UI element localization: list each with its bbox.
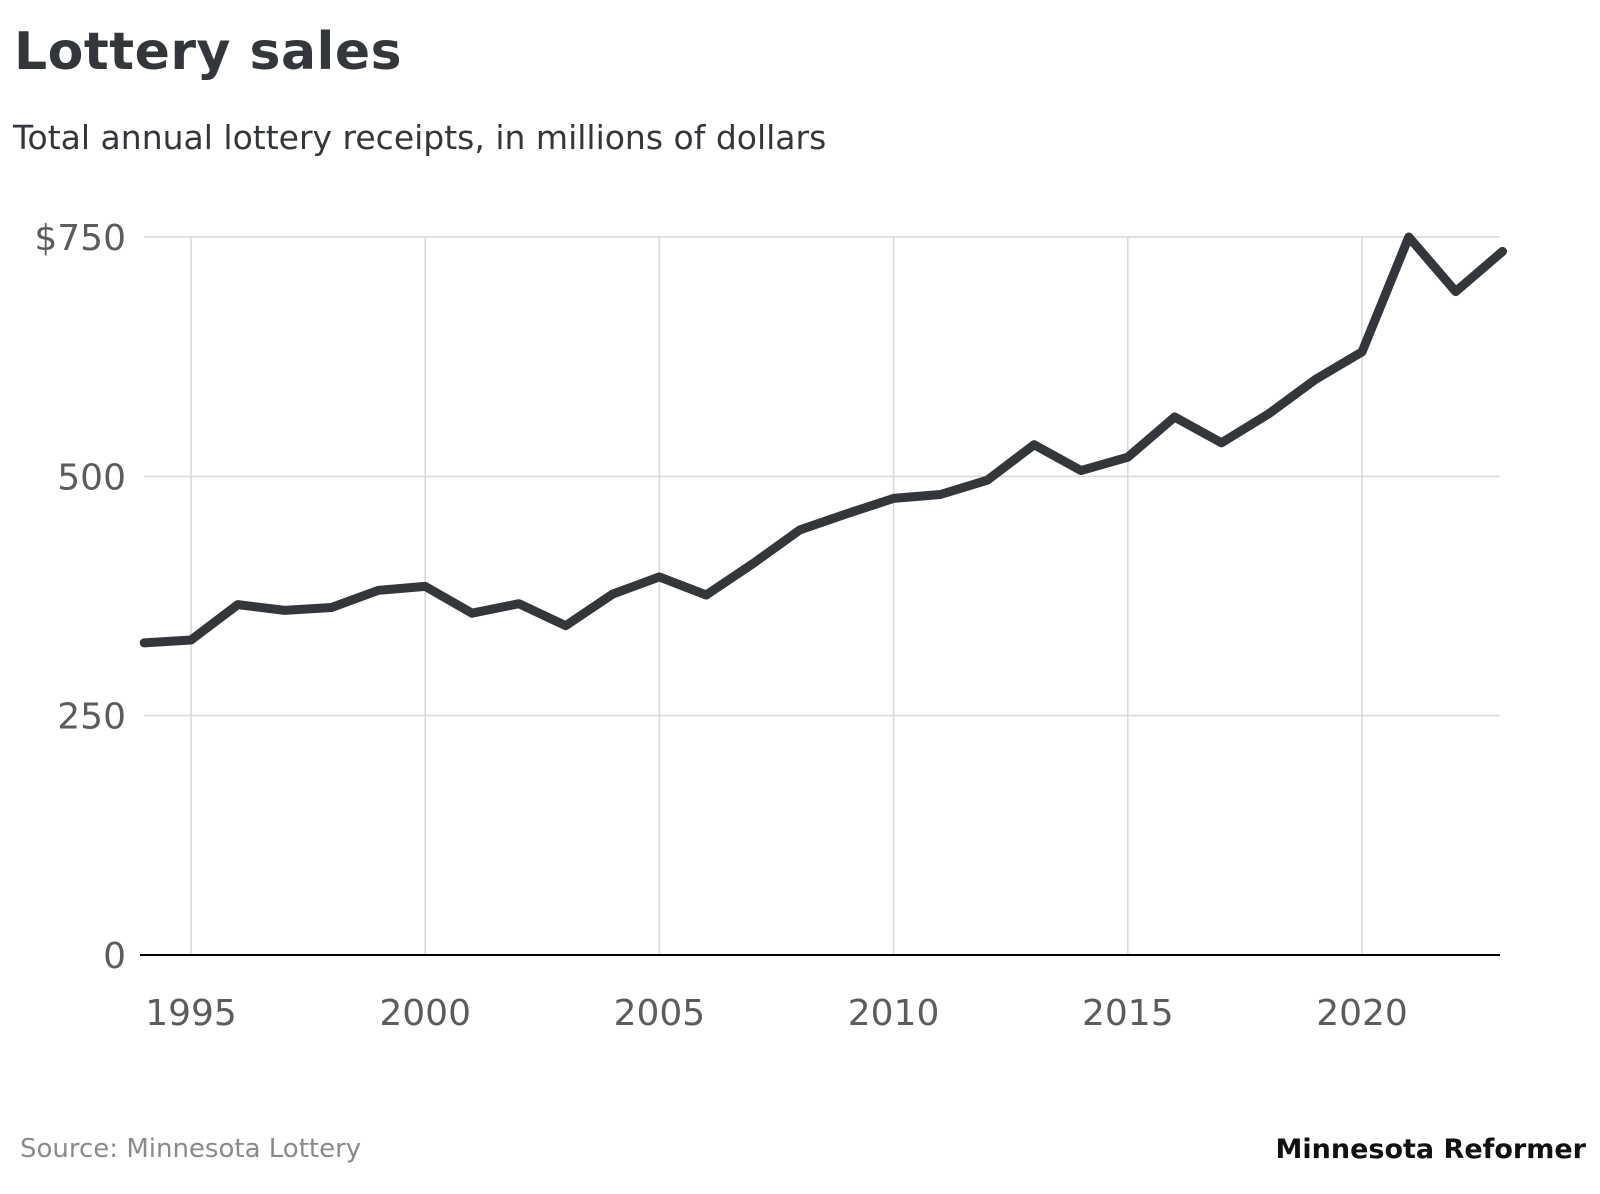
data-point-2020: [1358, 348, 1366, 356]
x-tick-label: 2015: [1082, 993, 1174, 1034]
data-point-2000: [421, 582, 429, 590]
series-layer: [139, 232, 1507, 648]
x-tick-label: 2010: [848, 993, 940, 1034]
data-point-2016: [1171, 413, 1179, 421]
data-point-2009: [843, 510, 851, 518]
data-point-2018: [1264, 410, 1272, 418]
data-point-1999: [374, 586, 382, 594]
data-point-2023: [1499, 247, 1507, 255]
data-point-2007: [749, 560, 757, 568]
data-point-1998: [328, 604, 336, 612]
data-point-2004: [609, 590, 617, 598]
data-point-2003: [562, 622, 570, 630]
series-line-0: [139, 232, 1507, 648]
data-point-2008: [796, 526, 804, 534]
publisher-credit: Minnesota Reformer: [1275, 1134, 1587, 1165]
y-tick-label: $750: [34, 218, 126, 259]
y-tick-label: 500: [57, 457, 126, 498]
source-note: Source: Minnesota Lottery: [20, 1134, 362, 1164]
tick-label-layer: 0 250 500 $750 1995 2000 2005 2010 2015 2020: [34, 218, 1407, 1034]
data-point-2014: [1077, 467, 1085, 475]
data-point-2002: [515, 600, 523, 608]
data-point-1996: [234, 601, 242, 609]
chart-title: Lottery sales: [14, 22, 403, 82]
x-tick-label: 2005: [614, 993, 706, 1034]
grid-layer: [140, 236, 1500, 956]
data-point-1997: [281, 606, 289, 614]
x-tick-label: 2000: [379, 993, 471, 1034]
y-tick-label: 250: [57, 697, 126, 738]
data-point-2013: [1030, 441, 1038, 449]
data-point-2001: [468, 609, 476, 617]
data-point-2012: [983, 476, 991, 484]
data-point-2015: [1124, 453, 1132, 461]
data-point-2022: [1452, 288, 1460, 296]
data-point-2010: [890, 494, 898, 502]
y-tick-label: 0: [103, 936, 126, 977]
data-point-2019: [1311, 376, 1319, 384]
chart-subtitle: Total annual lottery receipts, in millio…: [13, 118, 827, 157]
data-point-2006: [702, 591, 710, 599]
data-point-2005: [655, 573, 663, 581]
x-tick-label: 2020: [1316, 993, 1408, 1034]
x-tick-label: 1995: [145, 993, 237, 1034]
data-point-2011: [936, 491, 944, 499]
data-point-1995: [187, 636, 195, 644]
data-point-2021: [1405, 233, 1413, 241]
data-point-2017: [1218, 439, 1226, 447]
data-point-1994: [140, 639, 148, 647]
